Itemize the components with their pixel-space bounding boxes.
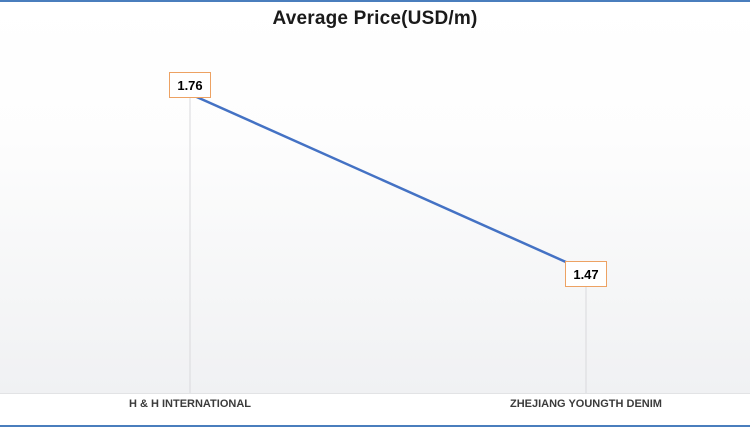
data-label-1: 1.76	[169, 72, 211, 98]
data-label-2: 1.47	[565, 261, 607, 287]
chart-bottom-border	[0, 425, 750, 427]
chart-title: Average Price(USD/m)	[272, 8, 478, 29]
category-label-1: H & H INTERNATIONAL	[128, 398, 251, 410]
chart-top-border	[0, 0, 750, 2]
category-label-2: ZHEJIANG YOUNGTH DENIM	[510, 398, 662, 410]
plot-area	[0, 2, 750, 394]
